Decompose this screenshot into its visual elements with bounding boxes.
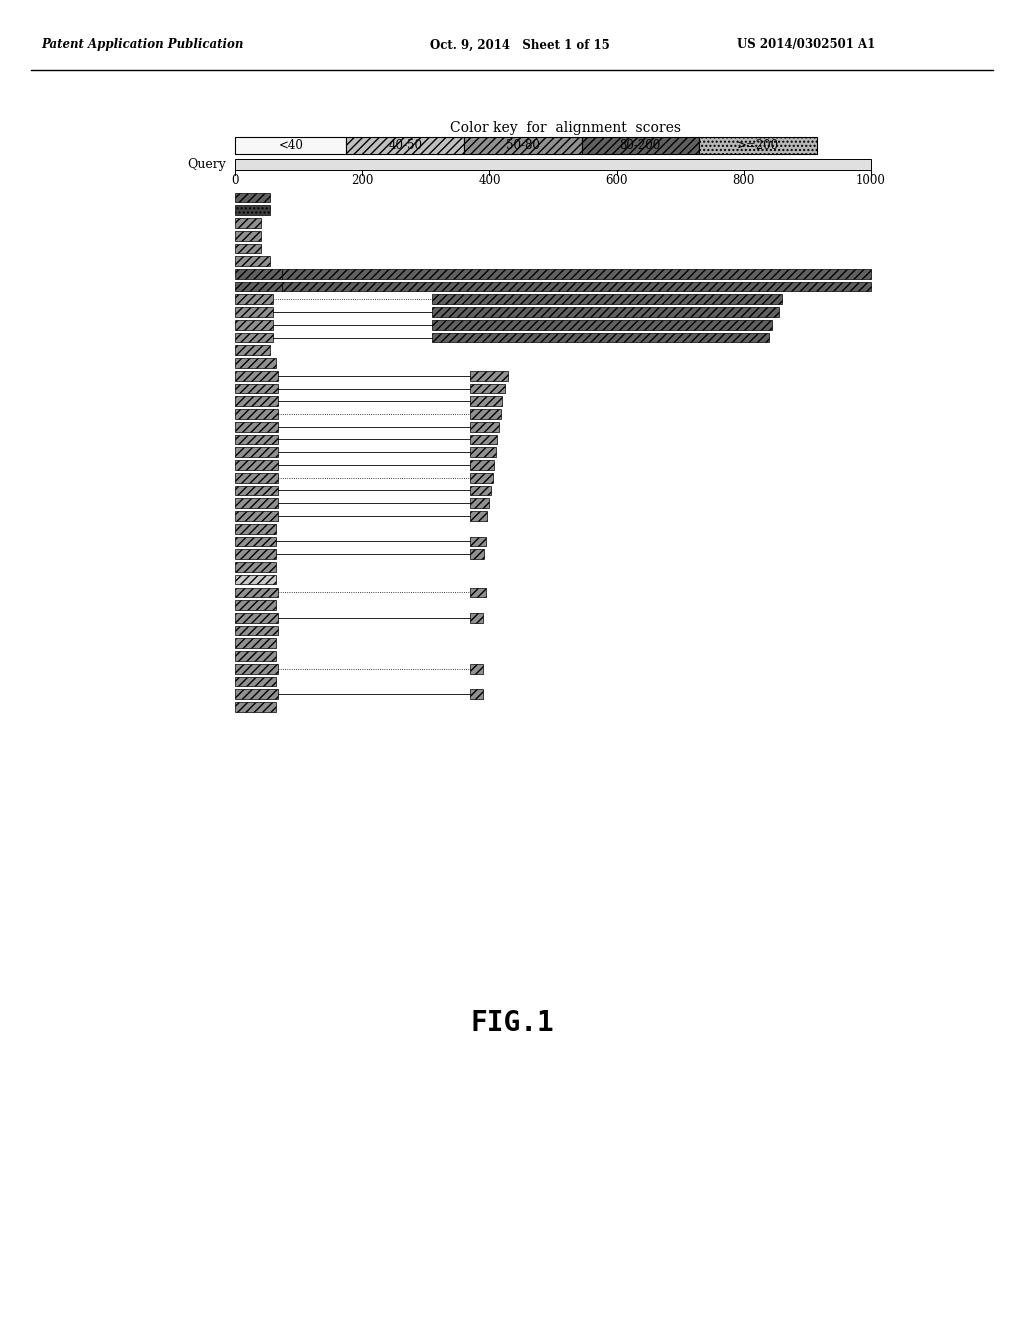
- Text: >=200: >=200: [737, 140, 779, 152]
- Bar: [470, 434, 497, 445]
- Text: Oct. 9, 2014   Sheet 1 of 15: Oct. 9, 2014 Sheet 1 of 15: [430, 38, 610, 51]
- Bar: [470, 499, 489, 508]
- Text: FIG.1: FIG.1: [470, 1008, 554, 1038]
- Bar: [699, 137, 817, 154]
- Text: 40-50: 40-50: [388, 140, 422, 152]
- Bar: [470, 536, 486, 546]
- Bar: [470, 396, 502, 407]
- Bar: [432, 319, 772, 330]
- Text: Color key  for  alignment  scores: Color key for alignment scores: [451, 120, 681, 135]
- Text: Query: Query: [186, 158, 225, 170]
- Bar: [236, 587, 279, 597]
- Bar: [470, 422, 499, 432]
- Bar: [470, 549, 484, 558]
- Bar: [236, 346, 270, 355]
- Text: 600: 600: [605, 174, 628, 187]
- Bar: [236, 549, 276, 558]
- Bar: [470, 511, 487, 521]
- Bar: [236, 206, 270, 215]
- Bar: [236, 358, 276, 368]
- Bar: [236, 409, 279, 418]
- Bar: [432, 333, 769, 342]
- Bar: [236, 422, 279, 432]
- Bar: [236, 651, 276, 661]
- Bar: [236, 612, 279, 623]
- Bar: [236, 434, 279, 445]
- Bar: [236, 626, 279, 635]
- Bar: [236, 524, 276, 533]
- Bar: [470, 371, 509, 380]
- Bar: [236, 158, 870, 170]
- Bar: [236, 639, 276, 648]
- Text: 80-200: 80-200: [620, 140, 660, 152]
- Bar: [470, 612, 483, 623]
- Bar: [236, 218, 260, 228]
- Text: Patent Application Publication: Patent Application Publication: [41, 38, 244, 51]
- Bar: [432, 294, 781, 304]
- Bar: [582, 137, 699, 154]
- Bar: [470, 689, 483, 700]
- Bar: [236, 702, 276, 711]
- Text: 0: 0: [231, 174, 239, 187]
- Bar: [236, 384, 279, 393]
- Text: 800: 800: [732, 174, 755, 187]
- Bar: [470, 384, 505, 393]
- Bar: [236, 371, 279, 380]
- Text: US 2014/0302501 A1: US 2014/0302501 A1: [737, 38, 876, 51]
- Bar: [470, 486, 490, 495]
- Text: 50-80: 50-80: [506, 140, 540, 152]
- Bar: [470, 409, 501, 418]
- Bar: [236, 574, 276, 585]
- Bar: [236, 396, 279, 407]
- Bar: [470, 473, 493, 483]
- Bar: [236, 193, 270, 202]
- Bar: [236, 562, 276, 572]
- Bar: [236, 137, 346, 154]
- Bar: [236, 319, 273, 330]
- Bar: [346, 137, 464, 154]
- Bar: [470, 587, 486, 597]
- Bar: [282, 269, 870, 279]
- Bar: [236, 677, 276, 686]
- Bar: [236, 281, 282, 292]
- Bar: [236, 231, 260, 240]
- Bar: [236, 473, 279, 483]
- Bar: [236, 269, 282, 279]
- Bar: [236, 447, 279, 457]
- Bar: [470, 664, 483, 673]
- Bar: [464, 137, 582, 154]
- Bar: [236, 461, 279, 470]
- Bar: [236, 689, 279, 700]
- Bar: [470, 461, 494, 470]
- Text: 200: 200: [351, 174, 374, 187]
- Bar: [236, 308, 273, 317]
- Text: 400: 400: [478, 174, 501, 187]
- Bar: [282, 281, 870, 292]
- Bar: [236, 499, 279, 508]
- Bar: [236, 243, 260, 253]
- Bar: [236, 294, 273, 304]
- Bar: [236, 486, 279, 495]
- Bar: [236, 511, 279, 521]
- Bar: [236, 664, 279, 673]
- Bar: [236, 601, 276, 610]
- Bar: [432, 308, 778, 317]
- Text: <40: <40: [279, 140, 303, 152]
- Bar: [470, 447, 496, 457]
- Text: 1000: 1000: [856, 174, 886, 187]
- Bar: [236, 333, 273, 342]
- Bar: [236, 256, 270, 267]
- Bar: [236, 536, 276, 546]
